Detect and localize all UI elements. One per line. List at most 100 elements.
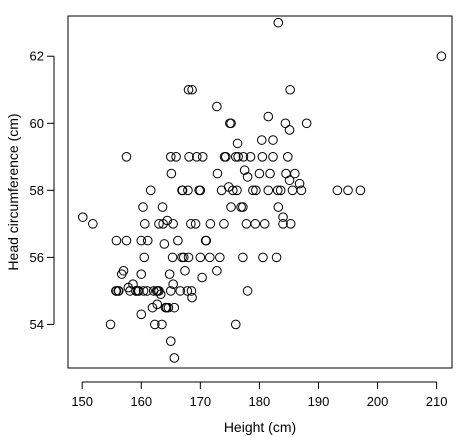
scatter-point <box>186 286 197 296</box>
scatter-point <box>152 299 163 310</box>
scatter-point <box>282 152 293 162</box>
scatter-point <box>212 265 222 276</box>
scatter-point <box>195 185 206 196</box>
scatter-point <box>177 185 187 196</box>
scatter-point <box>278 212 288 222</box>
scatter-point <box>165 152 176 162</box>
scatter-point <box>150 319 160 330</box>
scatter-point <box>154 219 164 229</box>
scatter-point <box>164 269 175 279</box>
scatter-point <box>241 219 252 229</box>
scatter-point <box>230 319 241 330</box>
y-tick-label: 56 <box>30 250 44 265</box>
scatter-point <box>157 319 167 330</box>
scatter-point <box>140 219 150 229</box>
scatter-point <box>219 152 230 162</box>
scatter-point <box>138 202 148 212</box>
scatter-point <box>263 185 274 196</box>
scatter-point <box>233 152 243 162</box>
scatter-point <box>168 279 178 289</box>
x-tick-label: 200 <box>367 394 389 409</box>
scatter-point <box>242 172 253 182</box>
scatter-point <box>162 215 173 226</box>
scatter-point <box>215 252 225 263</box>
scatter-point <box>436 51 447 62</box>
scatter-point <box>118 265 129 276</box>
scatter-point <box>355 185 366 196</box>
scatter-point <box>239 165 250 176</box>
y-tick-label: 62 <box>30 49 44 64</box>
scatter-point <box>184 152 194 162</box>
scatter-point <box>273 202 284 212</box>
scatter-point <box>138 286 149 296</box>
scatter-point <box>219 219 229 229</box>
scatter-point <box>186 219 196 229</box>
scatter-point <box>113 286 124 296</box>
scatter-point <box>343 185 353 196</box>
scatter-point <box>147 302 158 313</box>
scatter-point <box>178 252 189 263</box>
scatter-point <box>285 84 295 95</box>
scatter-point <box>154 286 164 296</box>
scatter-point <box>136 269 147 279</box>
scatter-point <box>169 353 180 363</box>
scatter-point <box>294 178 305 189</box>
scatter-point <box>263 111 274 122</box>
scatter-point <box>121 235 132 246</box>
scatter-point <box>238 152 249 162</box>
scatter-point <box>230 152 241 162</box>
scatter-point <box>166 168 177 179</box>
scatter-point <box>142 286 152 296</box>
scatter-point <box>281 168 291 179</box>
scatter-point <box>273 17 284 28</box>
y-axis-label: Head circumference (cm) <box>5 113 21 270</box>
scatter-point <box>157 202 168 212</box>
data-points <box>77 17 447 363</box>
scatter-point <box>272 185 283 196</box>
scatter-point <box>268 152 278 162</box>
scatter-point <box>232 138 243 149</box>
scatter-point <box>151 286 162 296</box>
scatter-point <box>145 185 156 196</box>
scatter-point <box>228 185 238 196</box>
scatter-point <box>287 185 298 196</box>
scatter-point <box>159 239 170 249</box>
scatter-point <box>201 235 212 246</box>
scatter-point <box>197 152 208 162</box>
scatter-point <box>139 252 150 263</box>
scatter-point <box>271 252 282 263</box>
scatter-point <box>257 152 268 162</box>
x-tick-label: 190 <box>308 394 330 409</box>
scatter-point <box>268 135 278 145</box>
scatter-point <box>128 279 138 289</box>
scatter-point <box>165 286 176 296</box>
scatter-point <box>296 185 307 196</box>
scatter-point <box>225 118 235 129</box>
scatter-point <box>105 319 116 330</box>
x-tick-label: 160 <box>130 394 152 409</box>
scatter-point <box>77 212 88 222</box>
scatter-point <box>136 309 147 320</box>
scatter-point <box>175 286 186 296</box>
x-tick-label: 150 <box>71 394 93 409</box>
scatter-point <box>256 135 267 145</box>
scatter-point <box>332 185 343 196</box>
scatter-point <box>284 125 295 135</box>
scatter-point <box>180 265 190 276</box>
scatter-point <box>250 219 261 229</box>
scatter-point <box>248 185 258 196</box>
scatter-point <box>245 152 256 162</box>
scatter-point <box>168 219 178 229</box>
scatter-point <box>173 235 183 246</box>
x-axis: 150 160 170 180 190 200 210 <box>71 381 447 409</box>
scatter-point <box>301 118 312 129</box>
x-axis-label: Height (cm) <box>224 419 296 435</box>
scatter-point <box>212 168 223 179</box>
scatter-point <box>191 152 202 162</box>
scatter-point <box>132 286 143 296</box>
x-tick-label: 180 <box>249 394 271 409</box>
scatter-point <box>204 252 215 263</box>
scatter-point <box>205 219 216 229</box>
